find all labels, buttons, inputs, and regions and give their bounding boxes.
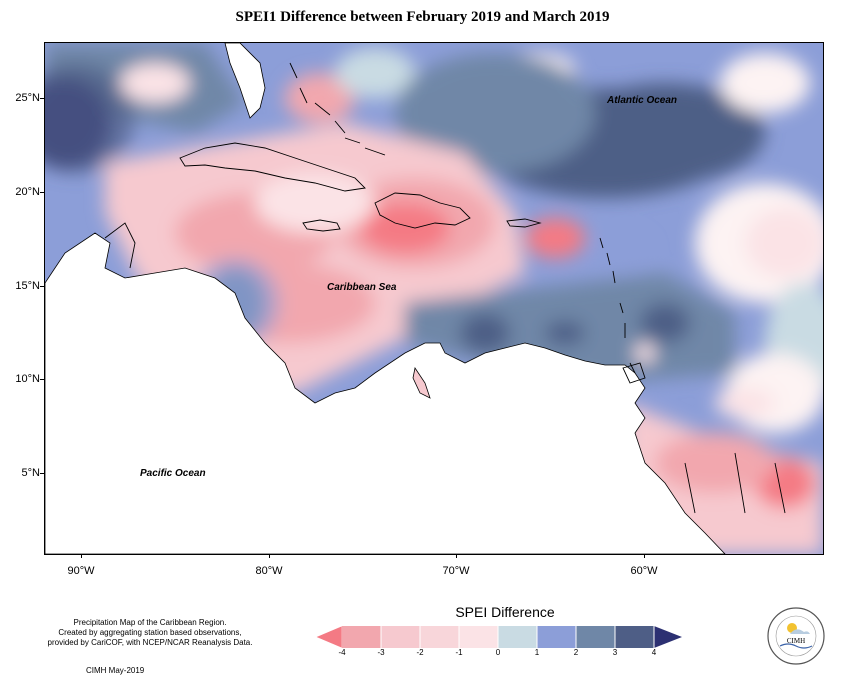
legend-swatch (615, 626, 654, 648)
legend-tick: 3 (612, 648, 618, 657)
spei-difference-map: Atlantic Ocean Caribbean Sea Pacific Oce… (45, 43, 823, 554)
legend-arrow-low (316, 626, 343, 648)
legend-arrow-high (654, 626, 682, 648)
description-line: provided by CariCOF, with NCEP/NCAR Rean… (47, 638, 253, 647)
latitude-label-20n: 20°N (15, 186, 40, 198)
cimh-logo: CIMH (767, 607, 825, 665)
tick (40, 473, 44, 474)
caribbean-sea-label: Caribbean Sea (327, 282, 397, 293)
latitude-label-15n: 15°N (15, 280, 40, 292)
legend-title: SPEI Difference (455, 604, 555, 620)
legend-tick: -1 (455, 648, 463, 657)
legend-swatch (420, 626, 459, 648)
legend-tick: 0 (495, 648, 501, 657)
latitude-label-10n: 10°N (15, 373, 40, 385)
color-scale-bar (316, 626, 682, 648)
land-masses (45, 43, 726, 554)
legend-tick: 1 (534, 648, 540, 657)
legend-swatch (381, 626, 420, 648)
longitude-label-60w: 60°W (630, 565, 658, 577)
legend-tick: 2 (573, 648, 579, 657)
island-outlines (104, 62, 786, 514)
map-title: SPEI1 Difference between February 2019 a… (235, 9, 610, 25)
tick (40, 286, 44, 287)
pacific-ocean-label: Pacific Ocean (140, 468, 206, 479)
legend-tick: 4 (651, 648, 657, 657)
tick (644, 554, 645, 558)
legend-tick: -4 (338, 648, 346, 657)
legend-swatch (537, 626, 576, 648)
tick (40, 379, 44, 380)
legend-dividers (380, 626, 655, 648)
tick (40, 192, 44, 193)
legend-tick: -2 (416, 648, 424, 657)
tick (81, 554, 82, 558)
atlantic-ocean-label: Atlantic Ocean (606, 95, 677, 106)
legend-swatch (576, 626, 615, 648)
latitude-label-25n: 25°N (15, 92, 40, 104)
legend-swatch (342, 626, 381, 648)
tick (456, 554, 457, 558)
tick (269, 554, 270, 558)
logo-text: CIMH (787, 637, 805, 645)
spei-map: Atlantic Ocean Caribbean Sea Pacific Oce… (44, 42, 824, 555)
description-line: Precipitation Map of the Caribbean Regio… (73, 618, 227, 627)
longitude-label-70w: 70°W (442, 565, 470, 577)
legend-swatch (459, 626, 498, 648)
latitude-label-5n: 5°N (21, 467, 40, 479)
legend-swatch (498, 626, 537, 648)
tick (40, 98, 44, 99)
legend-tick: -3 (377, 648, 385, 657)
longitude-label-80w: 80°W (255, 565, 283, 577)
map-description: Precipitation Map of the Caribbean Regio… (20, 618, 280, 648)
description-line: Created by aggregating station based obs… (58, 628, 242, 637)
credit-text: CIMH May-2019 (86, 666, 145, 675)
longitude-label-90w: 90°W (67, 565, 95, 577)
